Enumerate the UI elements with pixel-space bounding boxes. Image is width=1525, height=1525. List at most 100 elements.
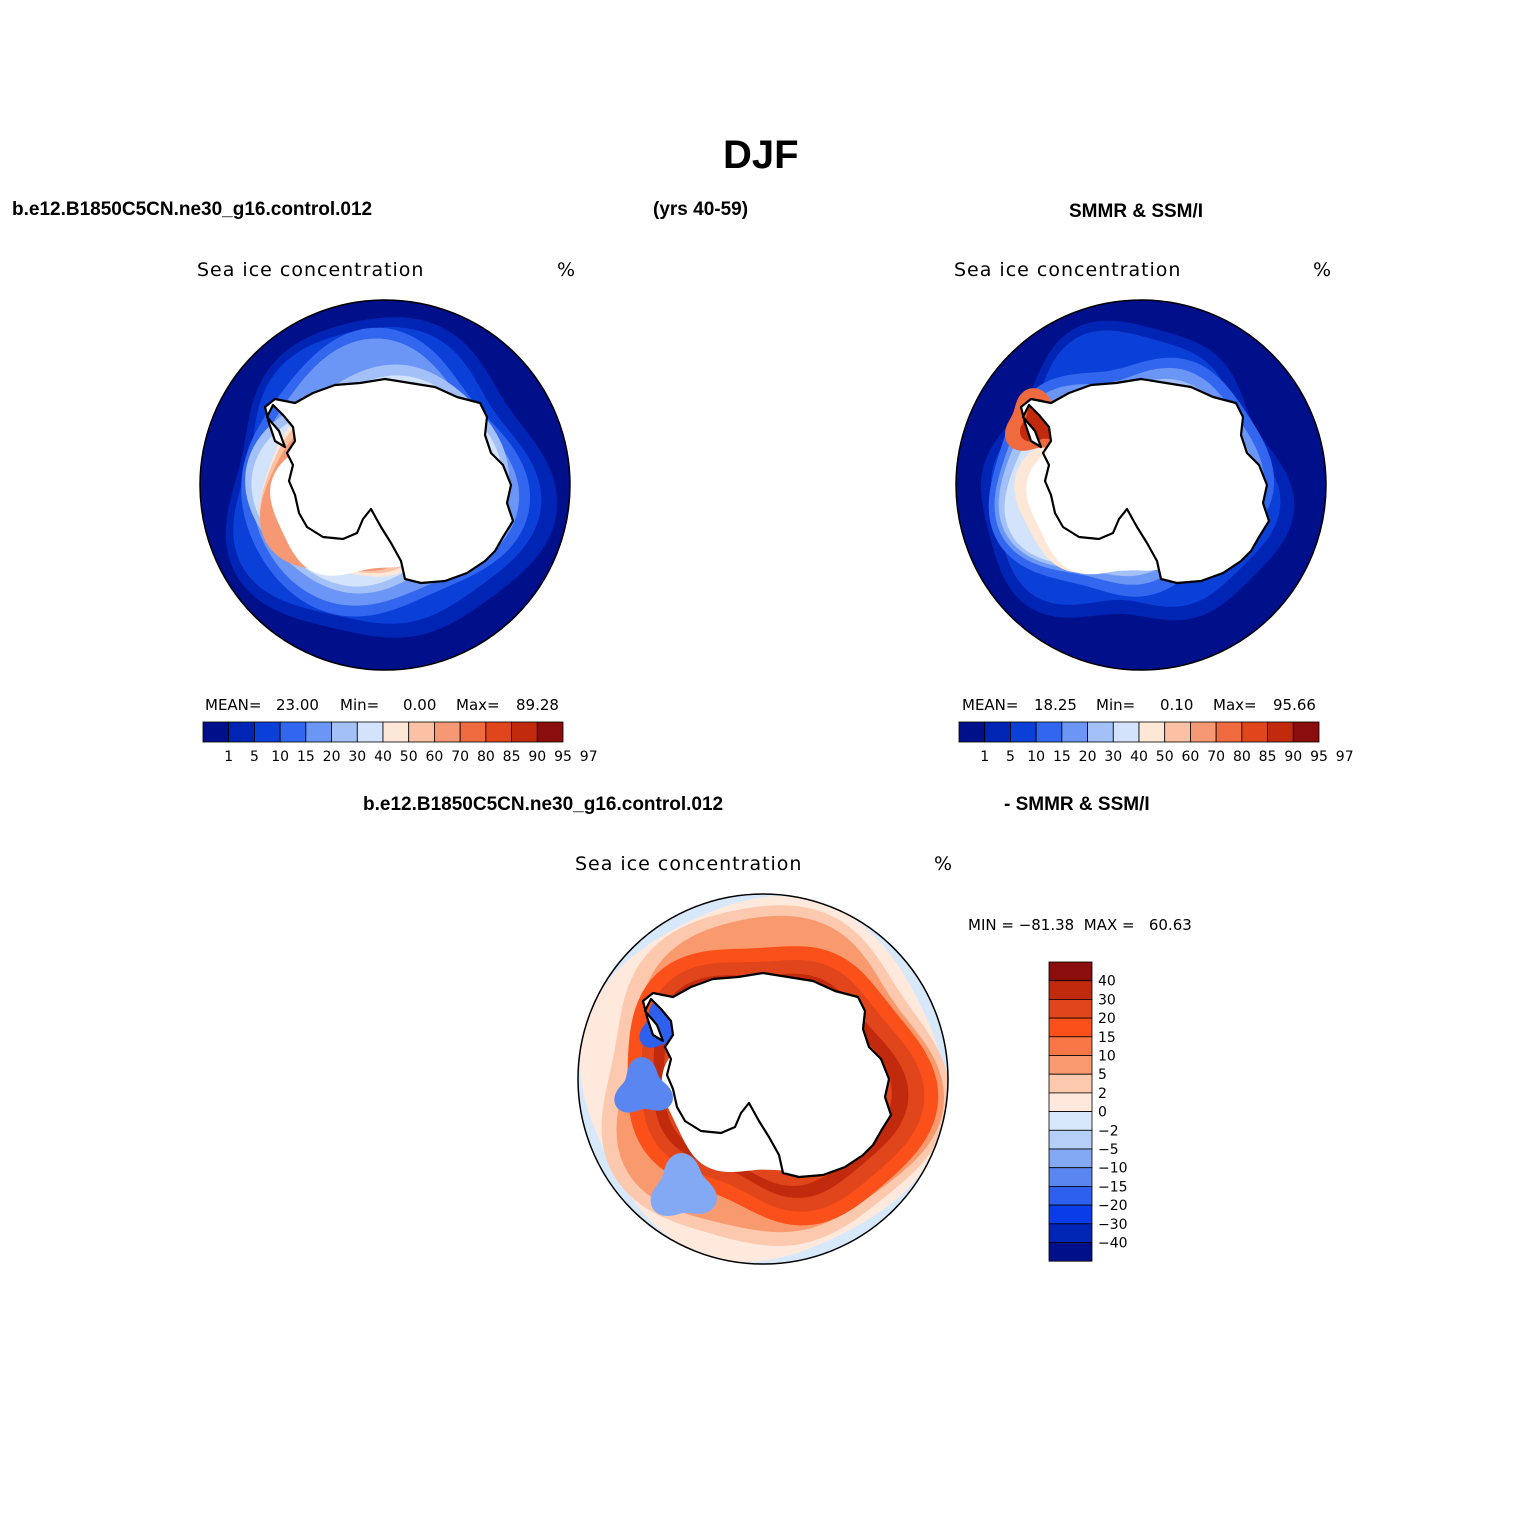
obs-colorbar-box-3	[1035, 721, 1063, 743]
diff-colorbar-label: 40	[1098, 974, 1116, 990]
obs-colorbar-label: 50	[1156, 749, 1174, 765]
model-panel-units: %	[557, 259, 577, 281]
diff-contour-band-9	[614, 1057, 673, 1113]
model-colorbar-box-1	[228, 721, 255, 743]
diff-colorbar-box-0	[1048, 961, 1093, 982]
diff-map-boundary	[577, 893, 949, 1265]
obs-antarctica-coastline	[1019, 377, 1271, 585]
diff-colorbar-label: −5	[1098, 1142, 1119, 1158]
obs-colorbar-label: 20	[1079, 749, 1097, 765]
diff-colorbar-label: −10	[1098, 1161, 1128, 1177]
model-min-value: 0.00	[403, 696, 437, 714]
model-mean-label: MEAN=	[205, 696, 262, 714]
model-colorbar-label: 70	[451, 749, 469, 765]
model-colorbar-box-11	[485, 721, 512, 743]
obs-max-label: Max=	[1213, 696, 1257, 714]
diff-colorbar-label: 10	[1098, 1049, 1116, 1065]
obs-colorbar-box-6	[1112, 721, 1140, 743]
diff-colorbar-label: 20	[1098, 1011, 1116, 1027]
obs-colorbar-label: 10	[1027, 749, 1045, 765]
obs-colorbar-label: 80	[1233, 749, 1251, 765]
diff-obs-name-header: - SMMR & SSM/I	[1004, 794, 1150, 815]
obs-colorbar-box-2	[1010, 721, 1037, 743]
diff-colorbar-label: −2	[1098, 1123, 1119, 1139]
diff-colorbar-box-7	[1048, 1092, 1093, 1112]
main-title: DJF	[723, 133, 799, 177]
diff-case-name-header: b.e12.B1850C5CN.ne30_g16.control.012	[363, 794, 724, 815]
model-colorbar-box-4	[305, 721, 332, 743]
obs-map-boundary	[955, 299, 1327, 671]
diff-colorbar-label: −30	[1098, 1217, 1128, 1233]
obs-colorbar-label: 15	[1053, 749, 1071, 765]
diff-colorbar-label: −40	[1098, 1236, 1128, 1252]
diff-colorbar-box-2	[1048, 999, 1093, 1019]
model-antarctica-coastline	[263, 377, 515, 585]
model-panel-title: Sea ice concentration	[197, 259, 425, 281]
diff-colorbar-box-6	[1048, 1073, 1093, 1094]
diff-colorbar-box-8	[1048, 1111, 1093, 1131]
obs-min-label: Min=	[1096, 696, 1136, 714]
obs-colorbar-label: 90	[1284, 749, 1302, 765]
diff-colorbar-box-5	[1048, 1055, 1093, 1075]
model-colorbar-label: 60	[426, 749, 444, 765]
obs-colorbar-box-5	[1087, 721, 1114, 743]
diff-panel-title: Sea ice concentration	[575, 853, 803, 875]
model-max-label: Max=	[456, 696, 500, 714]
model-colorbar-label: 85	[503, 749, 521, 765]
model-colorbar-box-0	[202, 721, 230, 743]
diff-colorbar-box-14	[1048, 1223, 1093, 1243]
model-colorbar-box-8	[408, 721, 435, 743]
model-colorbar-label: 10	[271, 749, 289, 765]
obs-colorbar-box-0	[958, 721, 986, 743]
diff-colorbar-label: −20	[1098, 1198, 1128, 1214]
obs-colorbar-label: 70	[1207, 749, 1225, 765]
obs-panel-title: Sea ice concentration	[954, 259, 1182, 281]
diff-colorbar-box-12	[1048, 1185, 1093, 1206]
obs-name-header: SMMR & SSM/I	[1069, 201, 1204, 222]
model-colorbar-label: 90	[528, 749, 546, 765]
model-colorbar-label: 1	[224, 749, 233, 765]
obs-colorbar-label: 1	[980, 749, 989, 765]
obs-colorbar-label: 85	[1259, 749, 1277, 765]
obs-polar-map	[955, 299, 1327, 671]
model-colorbar-box-10	[459, 721, 487, 743]
obs-colorbar-label: 97	[1336, 749, 1354, 765]
model-colorbar-label: 97	[580, 749, 598, 765]
obs-mean-label: MEAN=	[962, 696, 1019, 714]
model-colorbar-label: 50	[400, 749, 418, 765]
model-colorbar-label: 20	[323, 749, 341, 765]
diff-colorbar-box-3	[1048, 1017, 1093, 1038]
model-colorbar-box-12	[511, 721, 538, 743]
obs-colorbar-box-1	[984, 721, 1011, 743]
obs-min-value: 0.10	[1160, 696, 1194, 714]
obs-colorbar: 1 5 10 15 20 30 40 50 60 70 80 85 90 95 97	[958, 721, 1354, 765]
diff-colorbar-box-10	[1048, 1148, 1093, 1169]
case-name-header: b.e12.B1850C5CN.ne30_g16.control.012	[12, 199, 373, 220]
diff-colorbar-box-13	[1048, 1204, 1093, 1225]
obs-colorbar-box-8	[1164, 721, 1191, 743]
model-colorbar-label: 40	[374, 749, 392, 765]
obs-colorbar-label: 30	[1104, 749, 1122, 765]
model-colorbar-box-6	[356, 721, 384, 743]
model-colorbar-label: 15	[297, 749, 315, 765]
model-mean-value: 23.00	[276, 696, 319, 714]
model-min-label: Min=	[340, 696, 380, 714]
obs-colorbar-box-12	[1267, 721, 1294, 743]
model-colorbar: 1 5 10 15 20 30 40 50 60 70 80 85 90 95 97	[202, 721, 598, 765]
obs-colorbar-label: 40	[1130, 749, 1148, 765]
obs-colorbar-box-4	[1061, 721, 1088, 743]
model-max-value: 89.28	[516, 696, 559, 714]
diff-colorbar-label: 15	[1098, 1030, 1116, 1046]
model-colorbar-box-9	[434, 721, 461, 743]
diff-colorbar-label: 0	[1098, 1105, 1107, 1121]
diff-colorbar-label: −15	[1098, 1179, 1128, 1195]
obs-colorbar-box-7	[1138, 721, 1166, 743]
diff-polar-map	[577, 893, 949, 1265]
diff-colorbar-box-9	[1048, 1129, 1093, 1150]
model-colorbar-label: 80	[477, 749, 495, 765]
obs-colorbar-label: 60	[1182, 749, 1200, 765]
model-colorbar-box-5	[331, 721, 358, 743]
obs-mean-value: 18.25	[1034, 696, 1077, 714]
obs-colorbar-box-9	[1190, 721, 1217, 743]
